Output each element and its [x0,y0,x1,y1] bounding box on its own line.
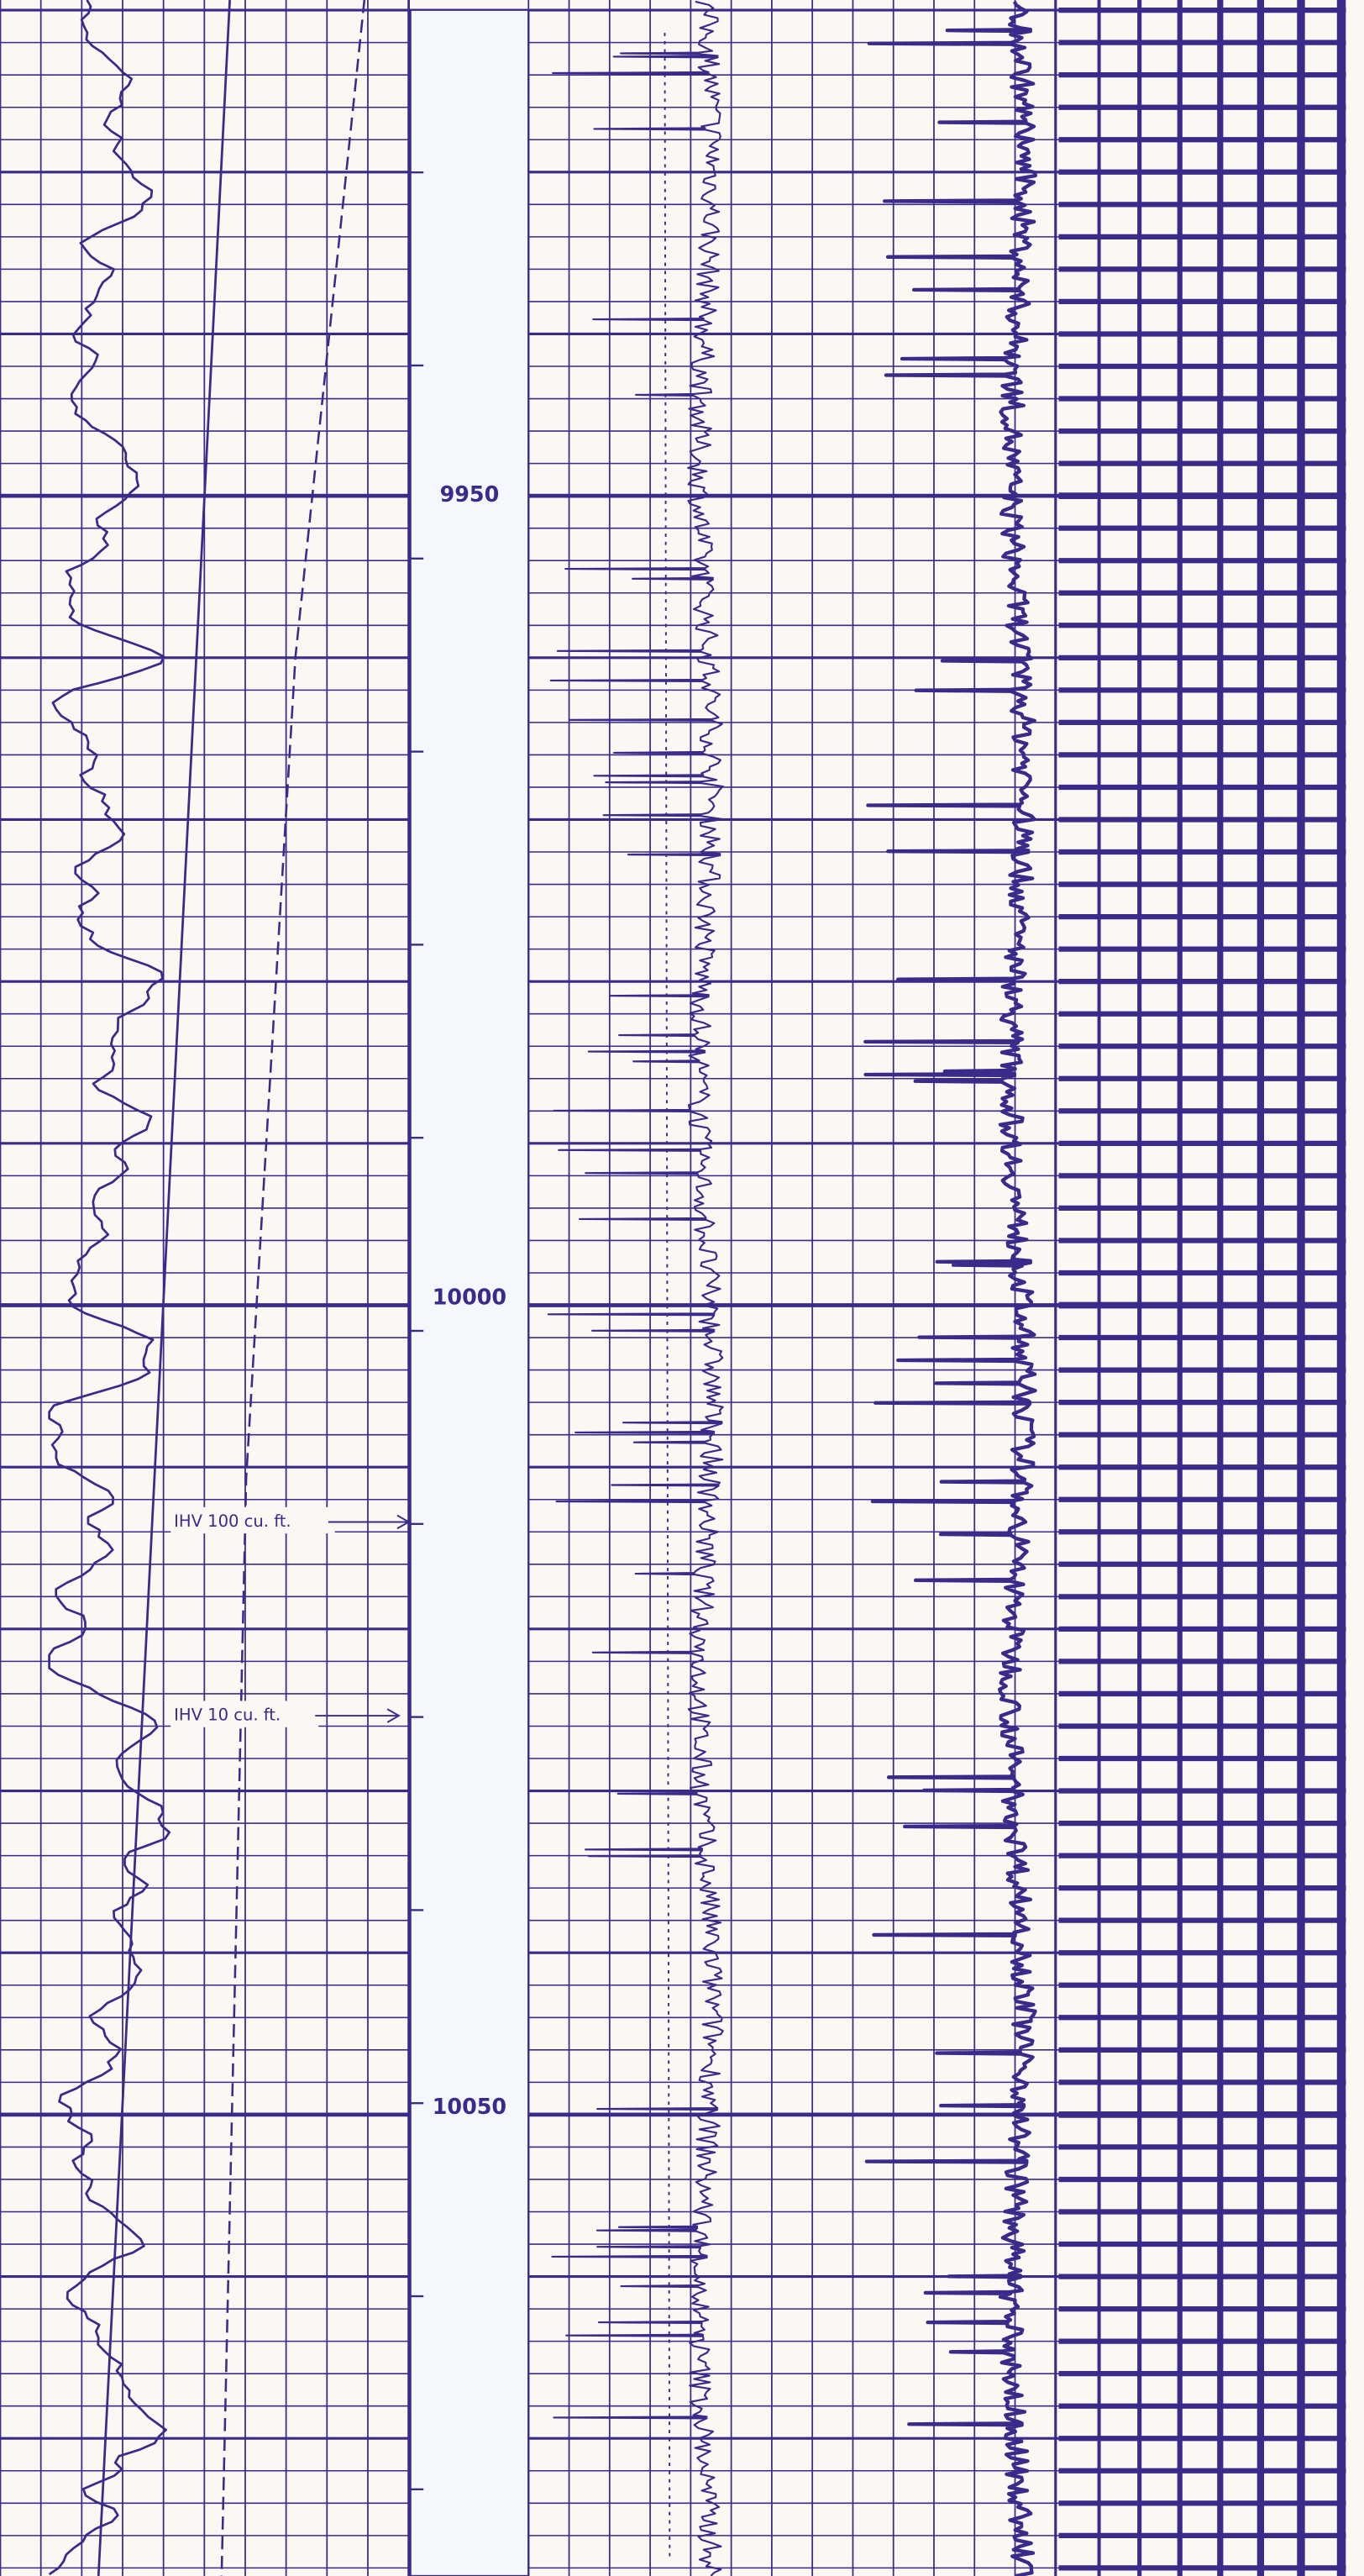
arrow-head [386,1708,401,1723]
depth-label: 10050 [433,2094,506,2119]
arrow-head [396,1514,411,1530]
depth-column [409,8,530,2576]
log-curve [97,0,231,2576]
annotation: IHV 10 cu. ft. [174,1706,281,1725]
note-bg [170,1506,335,1534]
log-curve [863,0,1037,2576]
note-bg [170,1701,319,1727]
annotation: IHV 100 cu. ft. [174,1511,291,1531]
log-curve [48,0,171,2576]
curves [48,0,1037,2576]
dotted-line [664,33,671,2562]
depth-label: 10000 [433,1285,506,1310]
log-curve [547,0,724,2576]
log-curve [220,0,366,2576]
depth-label: 9950 [440,481,500,507]
